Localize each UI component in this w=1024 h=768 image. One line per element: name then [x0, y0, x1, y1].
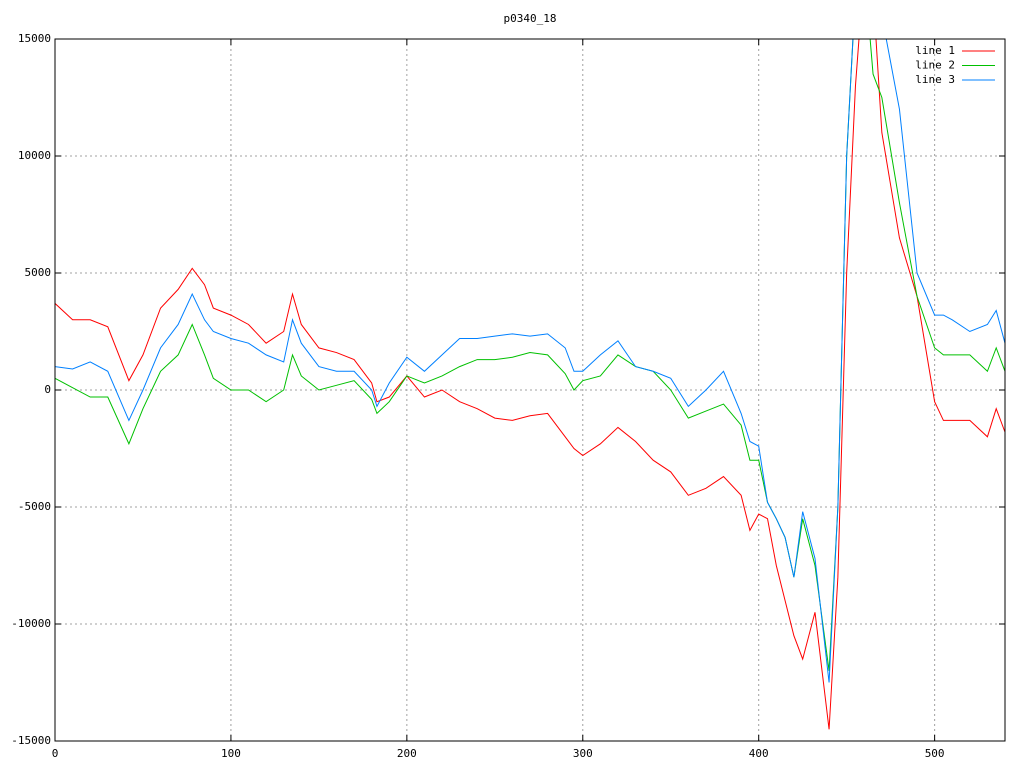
x-tick-label: 0	[52, 747, 59, 760]
y-tick-label: 5000	[25, 266, 52, 279]
data-line	[55, 39, 1005, 671]
x-tick-label: 400	[749, 747, 769, 760]
x-tick-label: 200	[397, 747, 417, 760]
data-line	[55, 39, 1005, 683]
y-tick-label: -5000	[18, 500, 51, 513]
x-tick-label: 300	[573, 747, 593, 760]
y-tick-label: 15000	[18, 32, 51, 45]
y-tick-label: 10000	[18, 149, 51, 162]
y-tick-label: -15000	[11, 734, 51, 747]
legend-label: line 1	[915, 44, 955, 57]
legend-label: line 3	[915, 73, 955, 86]
plot-frame	[54, 38, 1006, 742]
grid	[54, 38, 1005, 742]
plot-area	[55, 39, 1005, 730]
legend-label: line 2	[915, 59, 955, 72]
chart-title: p0340_18	[504, 12, 557, 25]
x-tick-label: 100	[221, 747, 241, 760]
data-line	[55, 39, 1005, 730]
x-tick-label: 500	[925, 747, 945, 760]
y-tick-label: -10000	[11, 617, 51, 630]
y-tick-label: 0	[44, 383, 51, 396]
